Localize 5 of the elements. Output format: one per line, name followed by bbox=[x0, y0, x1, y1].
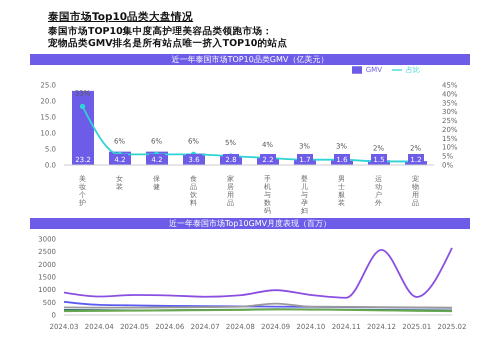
text: 泰国市场TOP10集中度高护理美容品类领跑市场： bbox=[48, 26, 274, 38]
text: 泰国市场Top10品类大盘情况 bbox=[48, 10, 194, 24]
chart-title: 近一年泰国市场TOP10品类GMV（亿美元） bbox=[30, 54, 470, 65]
chart-title: 近一年泰国市场Top10GMV月度表现（百万） bbox=[30, 218, 470, 229]
text: 宠物品类GMV排名是所有站点唯一挤入TOP10的站点 bbox=[48, 38, 288, 50]
